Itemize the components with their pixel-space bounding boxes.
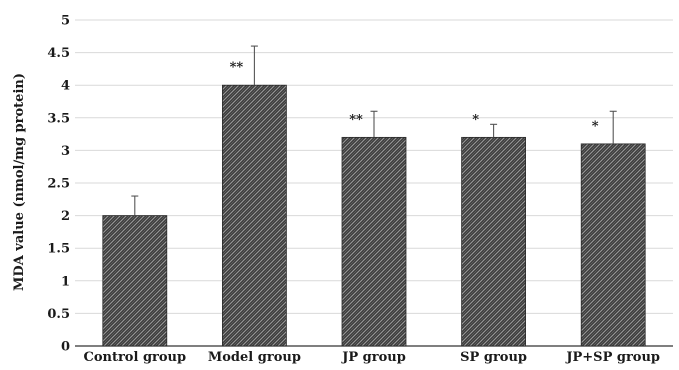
y-tick-label: 0.5: [47, 307, 70, 322]
y-tick-label: 1.5: [47, 242, 70, 257]
y-tick-label: 2: [61, 209, 70, 224]
y-axis-label: MDA value (nmol/mg protein): [12, 73, 27, 291]
x-category-label: Control group: [83, 350, 186, 365]
y-tick-label: 0: [61, 340, 70, 355]
y-tick-label: 2.5: [47, 177, 70, 192]
bar: [341, 136, 407, 347]
x-category-label: JP group: [341, 350, 406, 365]
x-category-label: SP group: [460, 350, 527, 365]
significance-mark: *: [592, 119, 599, 134]
significance-marks: **** * *: [230, 60, 599, 134]
bar: [221, 84, 287, 347]
significance-mark: *: [472, 112, 479, 127]
bars: [102, 84, 646, 347]
bar: [102, 215, 168, 347]
y-tick-labels: 0 0.5 1 1.5 2 2.5 3 3.5 4 4.5 5: [47, 14, 70, 355]
bar: [461, 136, 527, 347]
x-category-labels: Control group Model group JP group SP group…: [83, 350, 660, 365]
significance-mark: **: [230, 60, 244, 75]
y-tick-label: 1: [61, 274, 70, 289]
error-bars: [131, 45, 617, 216]
significance-mark: **: [349, 112, 363, 127]
y-tick-label: 5: [61, 14, 70, 29]
y-tick-label: 4: [61, 79, 70, 94]
y-tick-label: 3: [61, 144, 70, 159]
bar: [580, 143, 646, 347]
y-tick-label: 4.5: [47, 46, 70, 61]
x-category-label: JP+SP group: [565, 350, 660, 365]
y-tick-label: 3.5: [47, 111, 70, 126]
x-category-label: Model group: [208, 350, 301, 365]
